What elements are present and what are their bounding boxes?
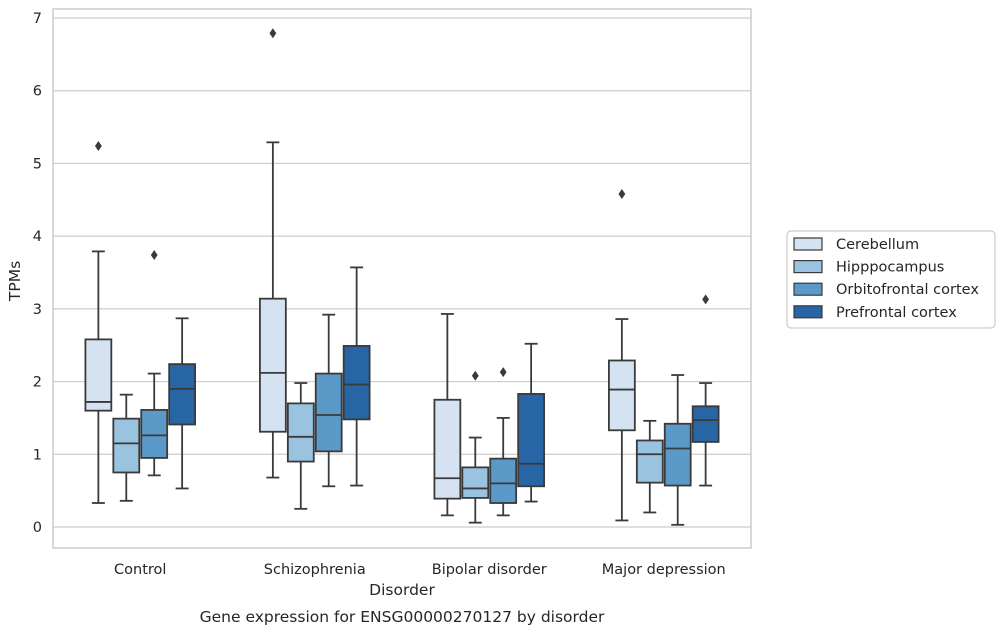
outlier-marker <box>269 28 277 39</box>
y-tick-label: 1 <box>33 447 42 463</box>
box-group <box>140 250 169 477</box>
chart-caption: Gene expression for ENSG00000270127 by d… <box>200 608 605 626</box>
box-group <box>342 266 371 487</box>
outlier-marker <box>499 367 507 378</box>
box <box>342 345 371 421</box>
legend-item: Prefrontal cortex <box>793 305 957 321</box>
legend-label: Orbitofrontal cortex <box>836 282 979 298</box>
x-axis-label: Disorder <box>369 581 435 599</box>
y-tick-label: 7 <box>33 11 42 27</box>
box <box>259 297 287 433</box>
legend-label: Hipppocampus <box>836 260 944 276</box>
outlier-marker <box>471 370 479 381</box>
box <box>489 457 518 504</box>
y-tick-label: 4 <box>33 229 42 245</box>
legend: Cerebellum Hipppocampus Orbitofrontal cort… <box>786 230 996 329</box>
outlier-marker <box>94 140 102 151</box>
legend-item: Hipppocampus <box>793 260 944 276</box>
box <box>140 409 169 459</box>
box-group <box>314 313 343 488</box>
box-group <box>168 317 196 490</box>
box-group <box>517 342 545 503</box>
box-group <box>461 370 490 524</box>
box-group <box>286 382 315 510</box>
y-tick-labels: 0 1 2 3 4 5 6 7 <box>33 11 42 536</box>
box-group <box>84 140 113 504</box>
box-group <box>663 374 692 526</box>
y-tick-label: 3 <box>33 302 42 318</box>
box <box>314 372 343 453</box>
legend-swatch <box>793 260 823 274</box>
legend-label: Cerebellum <box>836 237 919 253</box>
box <box>168 363 196 426</box>
x-tick-label: Schizophrenia <box>264 562 366 578</box>
plot-frame <box>52 8 752 549</box>
y-axis-label: TPMs <box>6 261 24 302</box>
box <box>663 422 692 487</box>
box <box>433 398 462 500</box>
legend-item: Orbitofrontal cortex <box>793 282 979 298</box>
legend-frame <box>786 230 996 329</box>
box <box>112 417 141 474</box>
legend-swatch <box>793 282 823 296</box>
box-plot-boxes <box>84 28 720 526</box>
y-tick-label: 2 <box>33 375 42 391</box>
x-tick-labels: Control Schizophrenia Bipolar disorder Majo… <box>114 562 726 578</box>
y-tick-label: 5 <box>33 156 42 172</box>
legend-label: Prefrontal cortex <box>836 305 957 321</box>
x-tick-label: Bipolar disorder <box>432 562 547 578</box>
legend-swatch <box>793 237 823 251</box>
box-group <box>433 313 462 517</box>
box <box>608 359 636 432</box>
box-group <box>259 28 287 479</box>
box <box>517 393 545 488</box>
box <box>461 466 490 499</box>
x-tick-label: Control <box>114 562 166 578</box>
y-tick-label: 0 <box>33 520 42 536</box>
outlier-marker <box>618 188 626 199</box>
y-tick-label: 6 <box>33 84 42 100</box>
box <box>691 405 720 443</box>
box-group <box>608 188 636 522</box>
box-group <box>489 367 518 517</box>
legend-item: Cerebellum <box>793 237 919 253</box>
box-group <box>635 419 664 514</box>
outlier-marker <box>702 294 710 305</box>
legend-swatch <box>793 305 823 319</box>
x-tick-label: Major depression <box>602 562 726 578</box>
box <box>84 338 113 412</box>
box <box>635 439 664 484</box>
box-group <box>691 294 720 487</box>
box-group <box>112 393 141 502</box>
outlier-marker <box>150 250 158 261</box>
box <box>286 402 315 463</box>
